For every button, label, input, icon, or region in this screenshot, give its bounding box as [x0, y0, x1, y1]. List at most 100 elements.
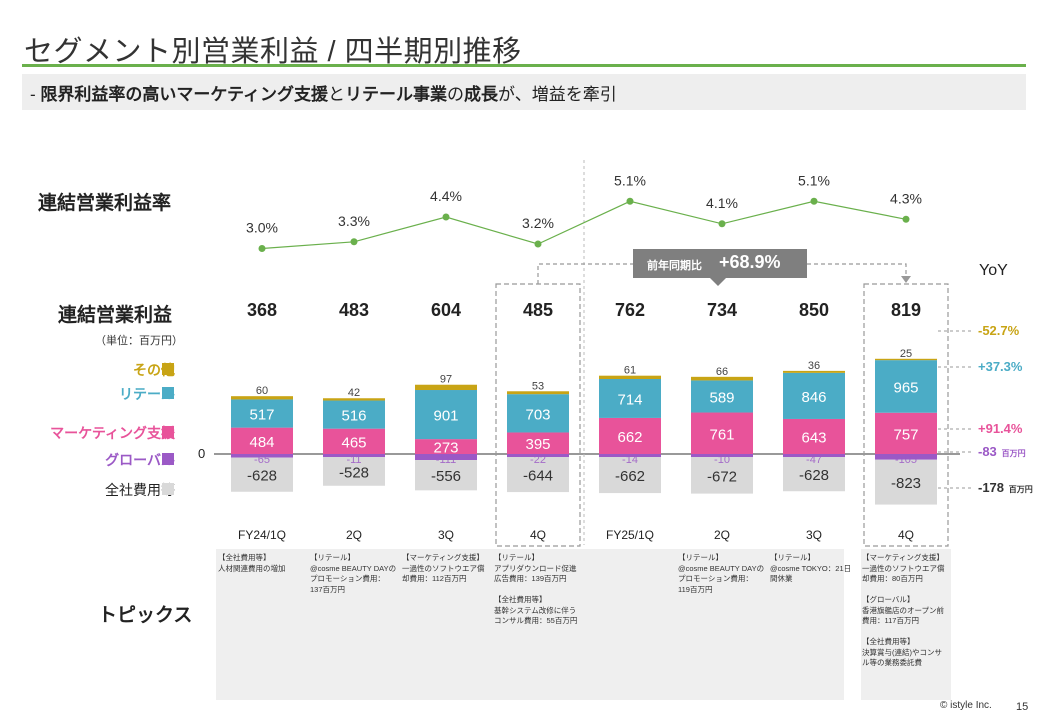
- total-op-value: 734: [707, 300, 737, 320]
- total-op-value: 819: [891, 300, 921, 320]
- label-global: -65: [254, 454, 270, 466]
- bar-corporate: [231, 457, 293, 492]
- bar-other: [507, 391, 569, 395]
- bar-global: [599, 454, 661, 457]
- subtitle: - 限界利益率の高いマーケティング支援とリテール事業の成長が、増益を牽引: [30, 80, 617, 105]
- label-corporate: -644: [523, 468, 553, 485]
- copyright: © istyle Inc.: [940, 700, 992, 711]
- bar-other: [691, 376, 753, 381]
- label-other: 42: [348, 387, 360, 399]
- label-global: -10: [714, 454, 730, 466]
- bar-corporate: [783, 457, 845, 492]
- label-global: -22: [530, 454, 546, 466]
- bar-other: [783, 370, 845, 373]
- bar-retail: [691, 380, 753, 413]
- margin-point: [810, 197, 818, 205]
- topic-cell: 【マーケティング支援】 一過性のソフトウエア償却費用：112百万円: [402, 553, 485, 583]
- bar-retail: [875, 360, 937, 413]
- label-corporate: -528: [339, 464, 369, 481]
- label-marketing: 273: [433, 440, 458, 457]
- label-marketing: 643: [801, 429, 826, 446]
- label-global: -11: [346, 454, 361, 466]
- bar-other: [599, 375, 661, 380]
- margin-point: [350, 238, 358, 246]
- category-label: 2Q: [346, 528, 362, 542]
- label-marketing: 395: [525, 436, 550, 453]
- yoy-unit-corporate: 百万円: [1009, 485, 1033, 494]
- subtitle-bar: [22, 74, 1026, 110]
- label-marketing: 761: [709, 426, 734, 443]
- legend-global-swatch: [162, 453, 174, 465]
- category-label: FY24/1Q: [238, 528, 286, 542]
- page-title: セグメント別営業利益 / 四半期別推移: [24, 36, 522, 68]
- label-retail: 714: [617, 391, 642, 408]
- total-op-value: 483: [339, 300, 369, 320]
- topic-cell: 【全社費用等】 人材関連費用の増加: [218, 553, 286, 573]
- callout-connector-arrow: [901, 276, 911, 283]
- legend-marketing-swatch: [162, 426, 174, 438]
- legend-marketing-label: マーケティング支援: [50, 425, 175, 441]
- bar-global: [875, 454, 937, 460]
- bar-retail: [783, 372, 845, 419]
- category-label: 3Q: [438, 528, 454, 542]
- margin-label: 3.0%: [246, 220, 278, 236]
- margin-point: [902, 215, 910, 223]
- topics-row-label: トピックス: [98, 605, 193, 626]
- bar-marketing: [599, 417, 661, 454]
- bar-marketing: [507, 432, 569, 454]
- label-other: 61: [624, 365, 636, 377]
- yoy-callout: 前年同期比 +68.9%: [633, 249, 807, 278]
- legend-corporate-label: 全社費用等: [105, 482, 175, 498]
- bar-corporate: [599, 457, 661, 494]
- bar-corporate: [323, 457, 385, 486]
- subtitle-text-3: が、増益を牽引: [498, 85, 617, 104]
- label-retail: 516: [341, 408, 366, 425]
- label-corporate: -662: [615, 468, 645, 485]
- label-retail: 589: [709, 389, 734, 406]
- legend-corporate-swatch: [162, 483, 174, 495]
- bar-global: [323, 454, 385, 457]
- yoy-unit-global: 百万円: [1002, 449, 1026, 458]
- subtitle-bold-3: 成長: [464, 85, 499, 104]
- bar-corporate: [691, 457, 753, 494]
- bar-other: [231, 396, 293, 400]
- label-retail: 846: [801, 389, 826, 406]
- bar-corporate: [415, 460, 477, 491]
- topic-cell: 【リテール】 @cosme TOKYO：21日間休業: [770, 553, 852, 583]
- topic-cell: 【マーケティング支援】 一過性のソフトウエア償却費用：80百万円 【グローバル】…: [862, 553, 945, 667]
- total-op-value: 604: [431, 300, 461, 320]
- legend-retail-swatch: [162, 387, 174, 399]
- topic-cell: 【リテール】 アプリダウンロード促進広告費用：139百万円 【全社費用等】 基幹…: [494, 553, 578, 625]
- bar-retail: [323, 400, 385, 429]
- yoy-value-global: -83: [978, 444, 997, 459]
- highlight-box-fy25-4q: [863, 283, 949, 547]
- bar-marketing: [691, 412, 753, 454]
- bar-retail: [415, 390, 477, 440]
- margin-label: 4.3%: [890, 190, 922, 206]
- label-retail: 965: [893, 379, 918, 396]
- margin-point: [718, 220, 726, 228]
- bar-other: [415, 384, 477, 391]
- callout-value: +68.9%: [719, 252, 781, 272]
- label-corporate: -823: [891, 475, 921, 492]
- label-global: -111: [436, 454, 456, 466]
- margin-label: 3.2%: [522, 215, 554, 231]
- bar-retail: [599, 379, 661, 418]
- label-other: 60: [256, 385, 268, 397]
- category-label: FY25/1Q: [606, 528, 654, 542]
- subtitle-bold-1: 限界利益率の高いマーケティング支援: [40, 85, 329, 104]
- topics-bg-right: [861, 549, 951, 700]
- bar-marketing: [783, 418, 845, 454]
- bar-retail: [507, 394, 569, 433]
- callout-connector-right: [807, 263, 907, 280]
- label-global: -105: [895, 454, 917, 466]
- label-marketing: 465: [341, 434, 366, 451]
- bar-other: [875, 358, 937, 361]
- margin-label: 4.4%: [430, 188, 462, 204]
- unit-label: （単位：百万円）: [95, 335, 183, 347]
- margin-label: 4.1%: [706, 195, 738, 211]
- bar-marketing: [415, 439, 477, 454]
- total-op-value: 850: [799, 300, 829, 320]
- bar-global: [691, 454, 753, 457]
